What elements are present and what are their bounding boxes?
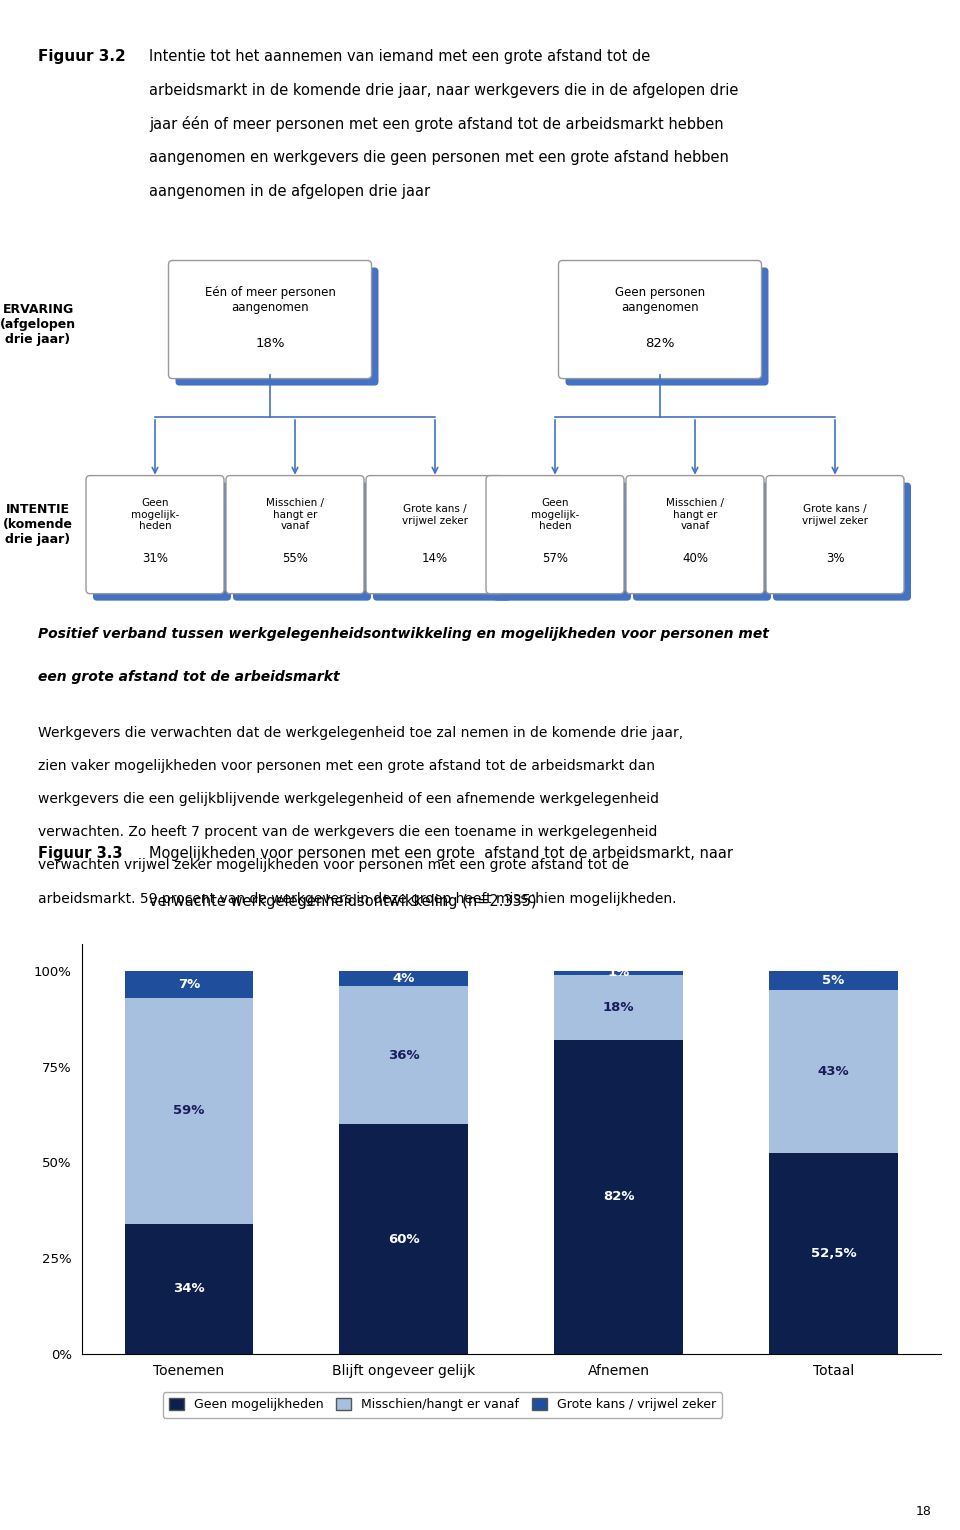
Text: 82%: 82% bbox=[645, 337, 675, 350]
Text: Geen
mogelijk-
heden: Geen mogelijk- heden bbox=[131, 499, 180, 531]
Text: Mogelijkheden voor personen met een grote  afstand tot de arbeidsmarkt, naar: Mogelijkheden voor personen met een grot… bbox=[149, 846, 732, 861]
FancyBboxPatch shape bbox=[493, 482, 631, 601]
Text: Eén of meer personen
aangenomen: Eén of meer personen aangenomen bbox=[204, 286, 335, 314]
Text: verwachten. Zo heeft 7 procent van de werkgevers die een toename in werkgelegenh: verwachten. Zo heeft 7 procent van de we… bbox=[38, 825, 658, 838]
Text: zien vaker mogelijkheden voor personen met een grote afstand tot de arbeidsmarkt: zien vaker mogelijkheden voor personen m… bbox=[38, 759, 656, 773]
Text: Intentie tot het aannemen van iemand met een grote afstand tot de: Intentie tot het aannemen van iemand met… bbox=[149, 49, 650, 64]
Text: Geen personen
aangenomen: Geen personen aangenomen bbox=[615, 286, 705, 314]
Text: Figuur 3.2: Figuur 3.2 bbox=[38, 49, 126, 64]
FancyBboxPatch shape bbox=[633, 482, 771, 601]
FancyBboxPatch shape bbox=[176, 268, 378, 386]
Text: 40%: 40% bbox=[682, 552, 708, 565]
Text: 31%: 31% bbox=[142, 552, 168, 565]
Text: 4%: 4% bbox=[393, 972, 415, 985]
FancyBboxPatch shape bbox=[565, 268, 769, 386]
FancyBboxPatch shape bbox=[233, 482, 371, 601]
Text: Geen
mogelijk-
heden: Geen mogelijk- heden bbox=[531, 499, 579, 531]
Text: 1%: 1% bbox=[608, 967, 630, 979]
Bar bbox=[769, 972, 898, 990]
FancyBboxPatch shape bbox=[373, 482, 511, 601]
Text: arbeidsmarkt. 59 procent van de werkgevers in deze groep heeft misschien mogelij: arbeidsmarkt. 59 procent van de werkgeve… bbox=[38, 892, 677, 906]
Text: verwachten vrijwel zeker mogelijkheden voor personen met een grote afstand tot d: verwachten vrijwel zeker mogelijkheden v… bbox=[38, 858, 630, 872]
Bar bbox=[554, 975, 683, 1040]
Text: Grote kans /
vrijwel zeker: Grote kans / vrijwel zeker bbox=[402, 503, 468, 526]
Legend: Geen mogelijkheden, Misschien/hangt er vanaf, Grote kans / vrijwel zeker: Geen mogelijkheden, Misschien/hangt er v… bbox=[163, 1392, 722, 1417]
Text: INTENTIE
(komende
drie jaar): INTENTIE (komende drie jaar) bbox=[3, 503, 73, 546]
Text: 18%: 18% bbox=[255, 337, 285, 350]
Text: 3%: 3% bbox=[826, 552, 844, 565]
Text: 43%: 43% bbox=[818, 1065, 850, 1079]
Text: 60%: 60% bbox=[388, 1233, 420, 1245]
Bar bbox=[340, 1125, 468, 1354]
Text: ERVARING
(afgelopen
drie jaar): ERVARING (afgelopen drie jaar) bbox=[0, 303, 76, 346]
Text: 34%: 34% bbox=[173, 1282, 204, 1296]
Bar bbox=[125, 1224, 253, 1354]
Text: Misschien /
hangt er
vanaf: Misschien / hangt er vanaf bbox=[666, 499, 724, 531]
FancyBboxPatch shape bbox=[86, 476, 224, 594]
Bar bbox=[554, 1040, 683, 1354]
Text: jaar één of meer personen met een grote afstand tot de arbeidsmarkt hebben: jaar één of meer personen met een grote … bbox=[149, 116, 724, 132]
Text: 55%: 55% bbox=[282, 552, 308, 565]
Text: werkgevers die een gelijkblijvende werkgelegenheid of een afnemende werkgelegenh: werkgevers die een gelijkblijvende werkg… bbox=[38, 793, 660, 806]
Bar bbox=[340, 972, 468, 987]
Text: 52,5%: 52,5% bbox=[810, 1247, 856, 1261]
Bar bbox=[769, 990, 898, 1154]
Text: Positief verband tussen werkgelegenheidsontwikkeling en mogelijkheden voor perso: Positief verband tussen werkgelegenheids… bbox=[38, 627, 769, 641]
Bar bbox=[125, 972, 253, 998]
FancyBboxPatch shape bbox=[766, 476, 904, 594]
FancyBboxPatch shape bbox=[169, 260, 372, 378]
Text: Werkgevers die verwachten dat de werkgelegenheid toe zal nemen in de komende dri: Werkgevers die verwachten dat de werkgel… bbox=[38, 725, 684, 739]
Text: 18: 18 bbox=[915, 1506, 931, 1518]
FancyBboxPatch shape bbox=[226, 476, 364, 594]
Text: Grote kans /
vrijwel zeker: Grote kans / vrijwel zeker bbox=[802, 503, 868, 526]
FancyBboxPatch shape bbox=[559, 260, 761, 378]
Text: 82%: 82% bbox=[603, 1190, 635, 1204]
Text: 7%: 7% bbox=[178, 978, 200, 991]
Text: Misschien /
hangt er
vanaf: Misschien / hangt er vanaf bbox=[266, 499, 324, 531]
Text: 5%: 5% bbox=[823, 975, 845, 987]
Text: 18%: 18% bbox=[603, 1001, 635, 1014]
Text: arbeidsmarkt in de komende drie jaar, naar werkgevers die in de afgelopen drie: arbeidsmarkt in de komende drie jaar, na… bbox=[149, 83, 738, 98]
FancyBboxPatch shape bbox=[626, 476, 764, 594]
Text: Figuur 3.3: Figuur 3.3 bbox=[38, 846, 123, 861]
FancyBboxPatch shape bbox=[486, 476, 624, 594]
Text: 59%: 59% bbox=[174, 1105, 204, 1117]
FancyBboxPatch shape bbox=[773, 482, 911, 601]
Text: 14%: 14% bbox=[422, 552, 448, 565]
Bar bbox=[554, 972, 683, 975]
Text: 36%: 36% bbox=[388, 1048, 420, 1062]
FancyBboxPatch shape bbox=[366, 476, 504, 594]
FancyBboxPatch shape bbox=[93, 482, 231, 601]
Text: een grote afstand tot de arbeidsmarkt: een grote afstand tot de arbeidsmarkt bbox=[38, 670, 340, 684]
Text: aangenomen en werkgevers die geen personen met een grote afstand hebben: aangenomen en werkgevers die geen person… bbox=[149, 150, 729, 165]
Text: 57%: 57% bbox=[542, 552, 568, 565]
Bar bbox=[340, 987, 468, 1125]
Bar bbox=[125, 998, 253, 1224]
Text: verwachte werkgelegenheidsontwikkeling (n=2.335): verwachte werkgelegenheidsontwikkeling (… bbox=[149, 894, 537, 909]
Bar bbox=[769, 1154, 898, 1354]
Text: aangenomen in de afgelopen drie jaar: aangenomen in de afgelopen drie jaar bbox=[149, 184, 430, 199]
